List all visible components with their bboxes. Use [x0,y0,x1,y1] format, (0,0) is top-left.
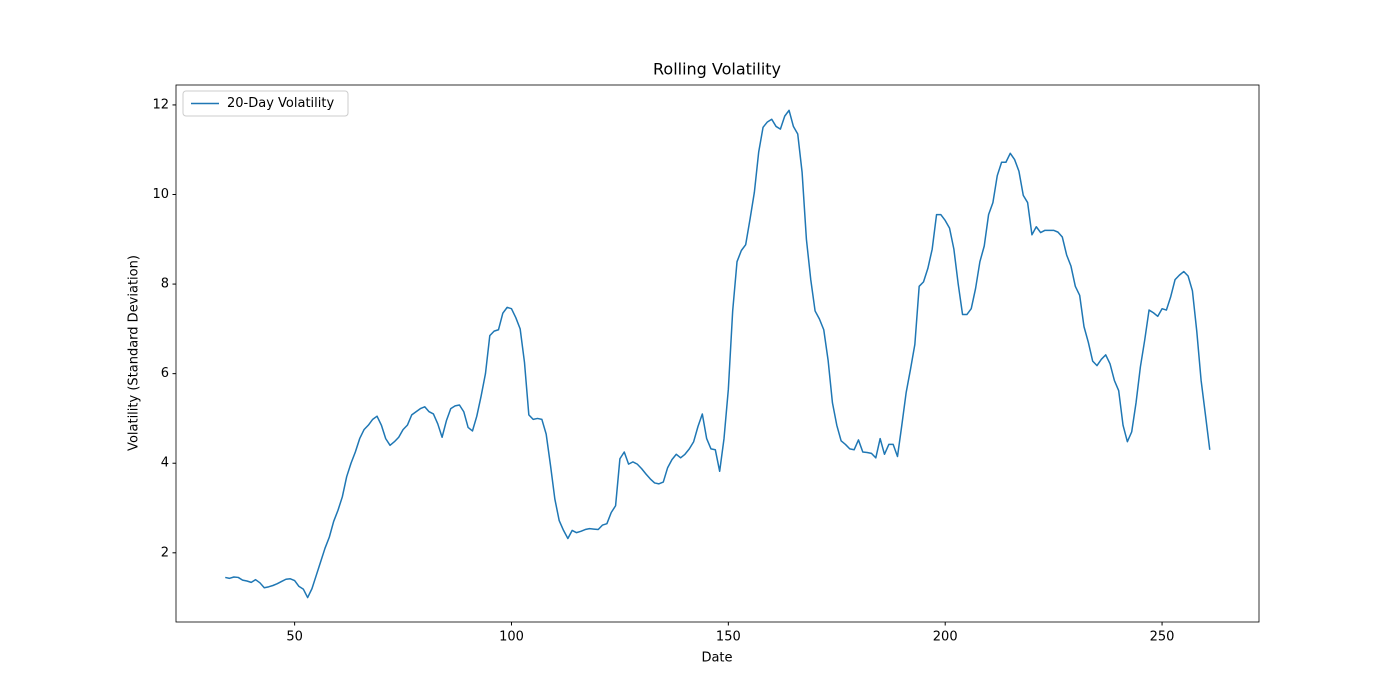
chart-title: Rolling Volatility [653,60,781,79]
y-tick-label: 10 [152,187,169,202]
x-tick-label: 50 [286,630,303,645]
x-tick-label: 100 [499,630,524,645]
legend-box [182,90,349,117]
y-tick-label: 6 [161,366,169,381]
y-tick-label: 12 [152,97,169,112]
y-axis-label: Volatility (Standard Deviation) [127,255,142,451]
legend-label: 20-Day Volatility [227,96,334,111]
x-axis-label: Date [701,651,732,666]
x-tick-label: 250 [1150,630,1175,645]
plot-frame [175,84,1260,623]
x-tick-label: 200 [933,630,958,645]
y-tick-label: 2 [161,545,169,560]
x-tick-label: 150 [716,630,741,645]
y-tick-label: 8 [161,277,169,292]
line-series [225,109,1211,599]
y-tick-label: 4 [161,456,169,471]
